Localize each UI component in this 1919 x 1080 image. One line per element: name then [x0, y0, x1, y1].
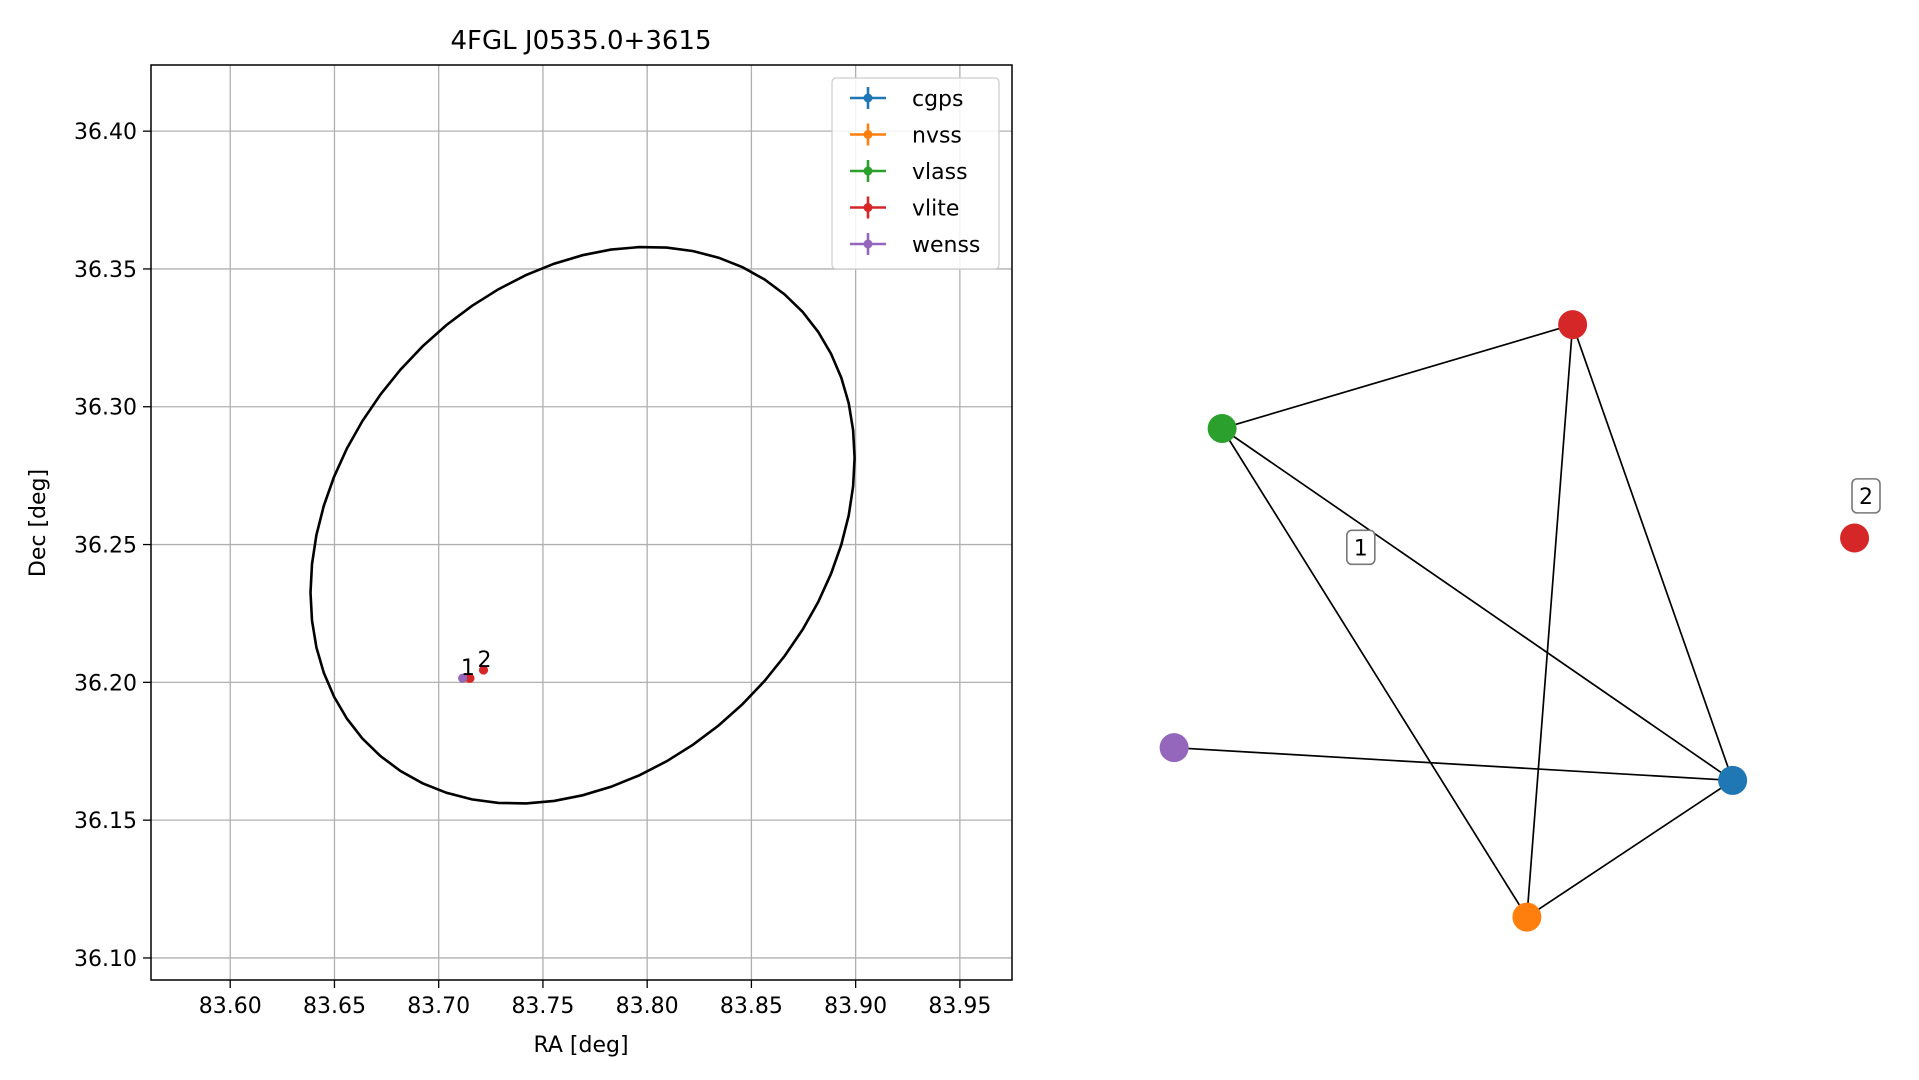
legend-label-cgps: cgps	[912, 87, 964, 112]
y-tick-label: 36.40	[74, 120, 137, 145]
graph-node-cgps	[1718, 765, 1748, 795]
point-annotation: 2	[478, 648, 492, 673]
y-ticks: 36.10 36.15 36.20 36.25 36.30 36.35 36.40	[74, 120, 151, 972]
point-wenss	[458, 673, 468, 683]
y-tick-label: 36.35	[74, 258, 137, 283]
graph-edge	[1571, 324, 1734, 781]
graph-node-wenss	[1159, 733, 1189, 763]
point-vlite	[465, 673, 475, 683]
legend-label-vlite: vlite	[912, 197, 959, 222]
graph-node-vlite	[1558, 310, 1588, 340]
y-axis-label: Dec [deg]	[26, 469, 51, 577]
legend-dot-wenss	[863, 239, 873, 249]
graph-edges	[1174, 323, 1734, 918]
legend-box	[831, 77, 1000, 270]
graph-node-vlass	[1207, 413, 1237, 443]
group-label-box	[1345, 529, 1376, 566]
x-axis-label: RA [deg]	[533, 1033, 628, 1058]
y-tick-label: 36.10	[74, 947, 137, 972]
legend: cgps nvss vlass vlite wenss	[831, 77, 1000, 270]
legend-dot-vlass	[863, 166, 873, 176]
graph-node-vlite	[1840, 523, 1870, 553]
error-ellipse	[309, 245, 856, 805]
legend-label-nvss: nvss	[912, 124, 962, 149]
y-tick-label: 36.25	[74, 534, 137, 559]
legend-dot-vlite	[863, 203, 873, 212]
x-tick-label: 83.90	[824, 994, 887, 1019]
y-tick-label: 36.20	[74, 671, 137, 696]
chart-title: 4FGL J0535.0+3615	[451, 26, 712, 56]
x-tick-label: 83.95	[928, 994, 991, 1019]
legend-dot-cgps	[863, 93, 873, 103]
match-network-panel: 12	[1159, 310, 1881, 932]
graph-edge	[1174, 746, 1733, 782]
legend-dot-nvss	[863, 130, 873, 139]
y-tick-label: 36.15	[74, 809, 137, 834]
x-ticks: 83.60 83.65 83.70 83.75 83.80 83.85 83.90 83.95	[199, 980, 991, 1019]
graph-nodes	[1159, 310, 1870, 932]
graph-edge	[1221, 428, 1528, 918]
graph-group-labels: 12	[1345, 478, 1881, 566]
axes-frame	[150, 64, 1013, 981]
legend-label-vlass: vlass	[912, 160, 968, 185]
x-tick-label: 83.70	[407, 994, 470, 1019]
point-annotation: 1	[461, 656, 475, 681]
group-label: 2	[1859, 485, 1873, 510]
x-tick-label: 83.85	[720, 994, 783, 1019]
graph-edge	[1221, 427, 1734, 782]
y-tick-label: 36.30	[74, 396, 137, 421]
point-vlite	[478, 665, 489, 675]
graph-node-nvss	[1512, 902, 1542, 932]
graph-edge	[1526, 779, 1734, 918]
group-label: 1	[1354, 536, 1368, 561]
x-tick-label: 83.65	[303, 994, 366, 1019]
graph-edge	[1526, 324, 1574, 918]
legend-label-wenss: wenss	[912, 233, 980, 258]
x-tick-label: 83.60	[199, 994, 262, 1019]
source-points	[458, 665, 489, 683]
x-tick-label: 83.75	[511, 994, 574, 1019]
group-label-box	[1851, 478, 1881, 514]
graph-edge	[1221, 323, 1573, 430]
x-tick-label: 83.80	[616, 994, 679, 1019]
